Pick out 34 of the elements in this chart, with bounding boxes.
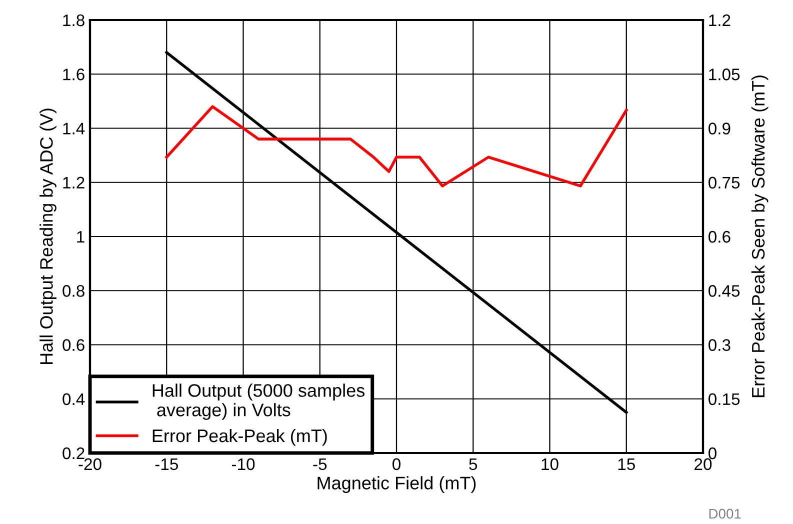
x-tick-label: 15 [618,458,635,470]
x-tick-label: 5 [469,458,478,470]
y-tick-label: 1 [77,231,84,243]
y-tick-label: 1.4 [63,122,85,134]
x-tick-label: 10 [542,458,558,470]
y2-tick-label: 0.9 [708,122,730,134]
legend-label: Hall Output (5000 samples average) in Volts [152,384,365,420]
y-tick-label: 1.6 [63,68,84,80]
text: D001 [709,508,741,519]
x-tick-label: -15 [155,458,178,470]
y2-tick-label: 0.45 [708,285,740,297]
y-tick-label: 0.6 [62,339,84,351]
y2-tick-label: 1.05 [709,68,740,80]
y-axis-title: Hall Output Reading by ADC (V) [40,108,56,364]
x-tick-label: -20 [78,458,102,470]
y2-tick-label: 0.3 [708,339,730,351]
y2-tick-label: 0 [708,447,716,460]
x-axis-title: Magnetic Field (mT) [318,476,476,494]
y-tick-label: 0.2 [62,447,84,460]
y-tick-label: 0.8 [62,285,84,297]
y2-tick-label: 0.75 [708,176,740,189]
y2-tick-label: 1.2 [709,14,730,26]
y-tick-label: 1.2 [63,176,84,188]
y-tick-label: 0.4 [62,393,85,406]
y2-tick-label: 0.6 [708,230,730,243]
line-series [165,105,628,188]
x-tick-label: -5 [313,458,327,470]
y2-axis-title: Error Peak-Peak Seen by Software (mT) [751,76,768,398]
y2-tick-label: 0.15 [708,393,740,406]
legend-label: Error Peak-Peak (mT) [152,428,327,446]
y-tick-label: 1.8 [63,14,84,26]
x-tick-label: 20 [694,458,712,470]
x-tick-label: -10 [232,458,255,470]
x-tick-label: 0 [392,458,400,470]
